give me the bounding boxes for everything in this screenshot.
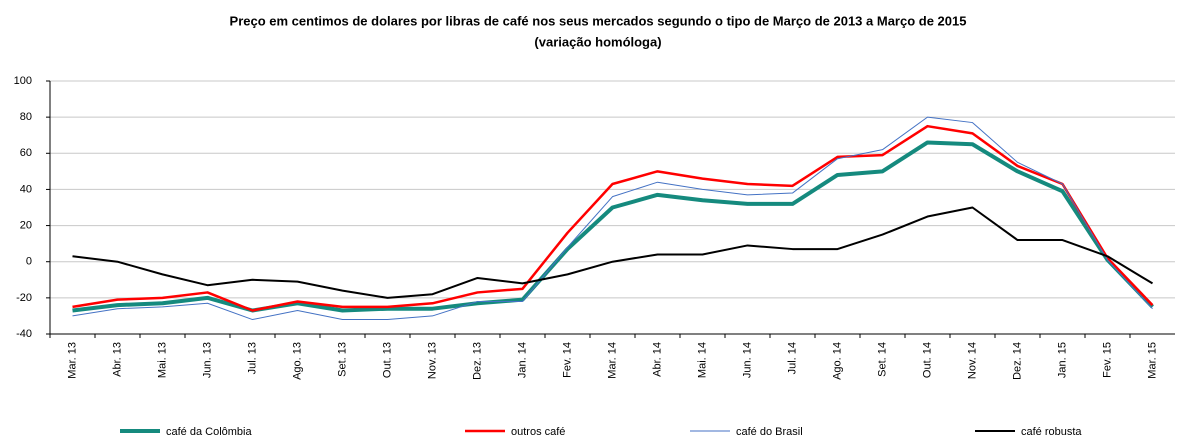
- x-tick-label: Abr. 13: [111, 342, 123, 377]
- legend-label: café do Brasil: [736, 426, 803, 438]
- y-tick-label: 80: [20, 111, 32, 123]
- chart-title: Preço em centimos de dolares por libras …: [230, 13, 967, 28]
- x-tick-label: Mar. 13: [66, 342, 78, 379]
- series-line: [72, 124, 1154, 312]
- x-tick-label: Out. 13: [381, 342, 393, 378]
- x-tick-label: Mai. 13: [156, 342, 168, 378]
- x-tick-label: Ago. 13: [291, 342, 303, 380]
- x-tick-label: Jul. 13: [246, 342, 258, 374]
- legend-label: outros café: [511, 426, 565, 438]
- x-tick-label: Ago. 14: [831, 342, 843, 380]
- x-tick-label: Out. 14: [921, 342, 933, 378]
- y-tick-label: -20: [16, 292, 32, 304]
- series-line: [72, 140, 1154, 313]
- y-tick-label: 40: [20, 183, 32, 195]
- x-tick-label: Set. 13: [336, 342, 348, 377]
- x-tick-label: Mar. 15: [1146, 342, 1158, 379]
- chart-subtitle: (variação homóloga): [534, 34, 661, 49]
- x-tick-label: Mai. 14: [696, 342, 708, 378]
- y-tick-label: 100: [14, 75, 32, 87]
- x-tick-label: Jun. 13: [201, 342, 213, 378]
- x-tick-label: Dez. 13: [471, 342, 483, 380]
- y-tick-label: -40: [16, 328, 32, 340]
- y-tick-label: 0: [26, 256, 32, 268]
- x-tick-label: Jan. 15: [1056, 342, 1068, 378]
- y-tick-label: 60: [20, 147, 32, 159]
- x-tick-label: Dez. 14: [1011, 342, 1023, 380]
- series-line: [72, 116, 1153, 321]
- x-tick-label: Set. 14: [876, 342, 888, 377]
- series-line: [72, 206, 1154, 299]
- x-tick-label: Fev. 15: [1101, 342, 1113, 378]
- x-tick-label: Nov. 14: [966, 342, 978, 379]
- x-tick-label: Jul. 14: [786, 342, 798, 374]
- x-tick-label: Nov. 13: [426, 342, 438, 379]
- x-tick-label: Abr. 14: [651, 342, 663, 377]
- y-tick-label: 20: [20, 219, 32, 231]
- x-tick-label: Fev. 14: [561, 342, 573, 378]
- legend-label: café da Colômbia: [166, 426, 252, 438]
- x-tick-label: Mar. 14: [606, 342, 618, 379]
- legend-label: café robusta: [1021, 426, 1082, 438]
- x-tick-label: Jan. 14: [516, 342, 528, 378]
- x-tick-label: Jun. 14: [741, 342, 753, 378]
